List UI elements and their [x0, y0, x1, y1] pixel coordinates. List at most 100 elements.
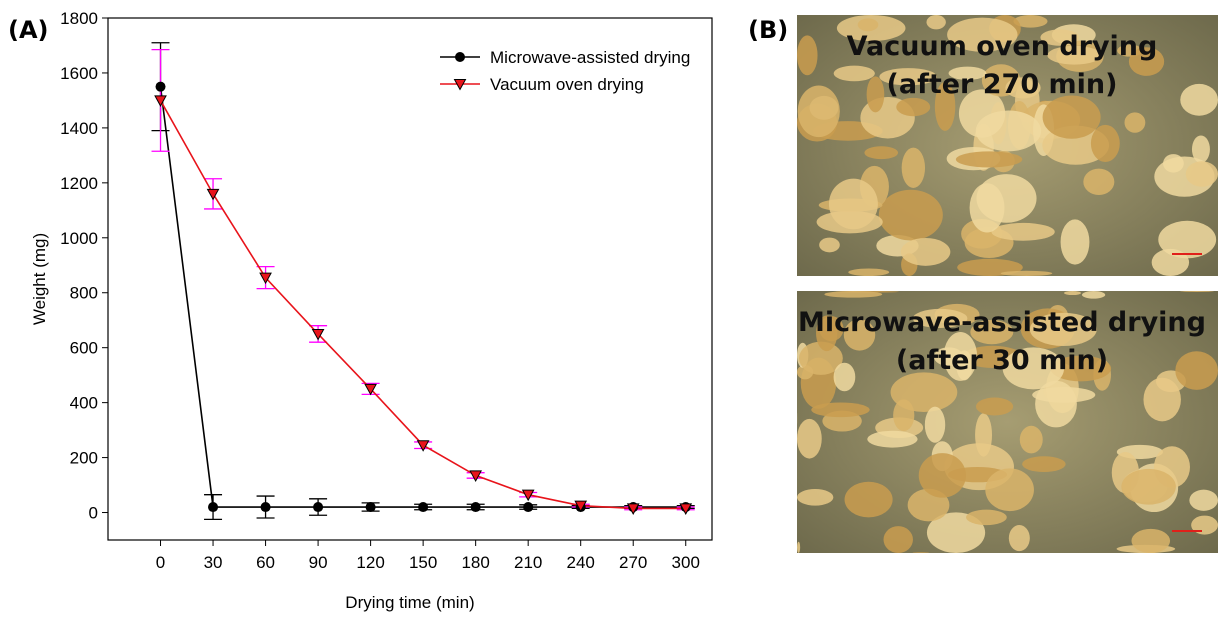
- particle: [824, 291, 882, 298]
- particle: [902, 148, 925, 188]
- particle: [1032, 387, 1095, 403]
- x-tick-label: 150: [409, 553, 437, 572]
- particle: [985, 468, 1034, 511]
- particle: [896, 98, 930, 116]
- legend-marker: [455, 52, 465, 62]
- x-tick-label: 60: [256, 553, 275, 572]
- plot-frame: [108, 18, 712, 540]
- marker: [471, 502, 481, 512]
- particle: [1022, 456, 1066, 472]
- marker: [155, 96, 166, 106]
- image-caption: Microwave-assisted drying: [798, 307, 1206, 338]
- particle: [1186, 161, 1218, 186]
- marker: [208, 189, 219, 199]
- y-tick-label: 200: [70, 449, 98, 468]
- particle: [926, 15, 945, 29]
- particle: [976, 398, 1013, 416]
- particle: [797, 419, 822, 459]
- particle: [1180, 291, 1214, 292]
- x-tick-label: 240: [567, 553, 595, 572]
- x-tick-label: 30: [204, 553, 223, 572]
- marker: [156, 82, 166, 92]
- particle: [901, 238, 951, 266]
- marker: [418, 441, 429, 451]
- marker: [470, 471, 481, 481]
- particle: [867, 431, 917, 448]
- marker: [523, 502, 533, 512]
- particle: [913, 552, 930, 553]
- legend-label: Vacuum oven drying: [490, 75, 644, 94]
- particle: [925, 407, 945, 443]
- particle: [1061, 219, 1090, 264]
- panel-label: (B): [748, 16, 788, 44]
- particle: [834, 363, 856, 392]
- y-tick-label: 400: [70, 394, 98, 413]
- y-tick-label: 600: [70, 339, 98, 358]
- particle: [879, 190, 943, 241]
- y-tick-label: 1400: [60, 119, 98, 138]
- particle: [1083, 169, 1114, 195]
- particle: [919, 453, 966, 498]
- particle: [1009, 525, 1030, 551]
- particle: [1082, 291, 1105, 299]
- x-tick-label: 90: [309, 553, 328, 572]
- marker: [261, 502, 271, 512]
- particle: [797, 542, 800, 553]
- x-tick-label: 300: [672, 553, 700, 572]
- y-tick-label: 1000: [60, 229, 98, 248]
- particle: [834, 66, 875, 82]
- particle: [811, 402, 869, 417]
- marker: [366, 502, 376, 512]
- particle: [956, 151, 1022, 167]
- particle: [1020, 426, 1043, 454]
- y-tick-label: 800: [70, 284, 98, 303]
- x-tick-label: 0: [156, 553, 165, 572]
- particle: [1091, 125, 1120, 162]
- particle: [864, 146, 898, 159]
- figure: (A) (B) Drying time (min) Weight (mg) Va…: [0, 0, 1218, 617]
- x-tick-label: 210: [514, 553, 542, 572]
- particle: [1175, 351, 1218, 390]
- x-axis-label: Drying time (min): [345, 593, 474, 612]
- particle: [858, 18, 879, 31]
- particle: [992, 223, 1055, 241]
- image-caption: (after 30 min): [896, 345, 1108, 376]
- particle: [893, 399, 914, 431]
- particle: [975, 413, 992, 456]
- marker: [418, 502, 428, 512]
- photo-panel: Vacuum oven drying (after 270 min) Microwa…: [797, 15, 1218, 553]
- particle: [819, 238, 840, 253]
- marker: [208, 502, 218, 512]
- particle: [1124, 112, 1145, 132]
- y-axis-label: Weight (mg): [30, 233, 49, 325]
- y-tick-label: 0: [89, 504, 98, 523]
- particle: [797, 35, 818, 75]
- x-tick-label: 180: [461, 553, 489, 572]
- x-tick-label: 270: [619, 553, 647, 572]
- particle: [1152, 249, 1189, 276]
- particle: [867, 76, 885, 112]
- particle: [1001, 271, 1053, 276]
- particle: [798, 86, 840, 138]
- y-tick-label: 1600: [60, 64, 98, 83]
- particle: [966, 510, 1007, 525]
- particle: [884, 526, 913, 553]
- marker: [313, 502, 323, 512]
- particle: [848, 268, 889, 276]
- particle: [829, 179, 878, 230]
- particle: [1180, 84, 1218, 116]
- particle: [976, 110, 1041, 151]
- particle: [845, 482, 893, 518]
- panel-label: (A): [8, 16, 49, 44]
- image-caption: (after 270 min): [887, 69, 1118, 100]
- legend-label: Microwave-assisted drying: [490, 48, 690, 67]
- particle: [1043, 96, 1101, 139]
- y-tick-label: 1800: [60, 9, 98, 28]
- particle: [1143, 378, 1180, 422]
- particle: [797, 489, 833, 506]
- particle: [1121, 469, 1175, 505]
- particle: [1064, 291, 1081, 295]
- particle: [976, 174, 1036, 223]
- particle: [1131, 529, 1170, 553]
- image-caption: Vacuum oven drying: [847, 31, 1158, 62]
